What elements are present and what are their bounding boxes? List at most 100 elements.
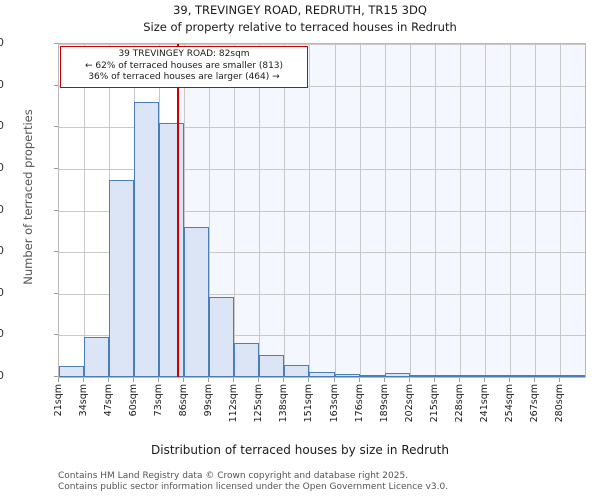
y-tick-label-150: 150: [0, 244, 4, 258]
y-tick-label-200: 200: [0, 202, 4, 216]
x-tick-mark-163sqm: [333, 378, 335, 382]
x-tick-mark-241sqm: [483, 378, 485, 382]
x-tick-label-21sqm: 21sqm: [53, 384, 64, 417]
x-tick-mark-202sqm: [408, 378, 410, 382]
bar-163sqm: [334, 373, 360, 377]
property-size-marker-line: [176, 44, 179, 377]
bar-112sqm: [234, 342, 260, 377]
y-tick-mark-150: [54, 251, 58, 253]
x-tick-mark-34sqm: [83, 378, 85, 382]
bar-176sqm: [359, 374, 385, 377]
y-tick-label-0: 0: [0, 369, 4, 382]
bar-34sqm: [84, 337, 110, 377]
y-tick-mark-50: [54, 334, 58, 336]
bar-241sqm: [484, 375, 510, 377]
bar-254sqm: [509, 375, 535, 377]
y-tick-mark-350: [54, 84, 58, 86]
x-tick-label-112sqm: 112sqm: [228, 384, 240, 423]
gridline-y-300: [59, 127, 585, 129]
footer-line-1: Contains HM Land Registry data © Crown c…: [58, 471, 409, 481]
y-tick-label-400: 400: [0, 36, 4, 49]
x-tick-mark-99sqm: [208, 378, 210, 382]
bar-99sqm: [209, 297, 235, 377]
gridline-x-241sqm: [484, 44, 486, 377]
x-tick-label-60sqm: 60sqm: [128, 384, 140, 417]
x-tick-label-202sqm: 202sqm: [403, 384, 415, 423]
gridline-y-150: [59, 252, 585, 254]
gridline-x-125sqm: [259, 44, 261, 377]
bar-151sqm: [309, 372, 335, 377]
bar-202sqm: [409, 375, 435, 377]
gridline-x-34sqm: [84, 44, 86, 377]
x-tick-mark-138sqm: [283, 378, 285, 382]
x-tick-mark-176sqm: [358, 378, 360, 382]
gridline-x-86sqm: [184, 44, 186, 377]
x-tick-label-241sqm: 241sqm: [478, 384, 490, 423]
x-tick-mark-267sqm: [533, 378, 535, 382]
x-tick-mark-47sqm: [108, 378, 110, 382]
page-title: 39, TREVINGEY ROAD, REDRUTH, TR15 3DQ: [173, 3, 427, 17]
x-tick-label-163sqm: 163sqm: [328, 384, 340, 423]
x-tick-label-125sqm: 125sqm: [253, 384, 265, 423]
y-tick-label-250: 250: [0, 160, 4, 174]
y-axis-label: Number of terraced properties: [21, 109, 35, 285]
plot-area: [58, 43, 586, 378]
bar-125sqm: [259, 354, 285, 377]
y-tick-mark-200: [54, 209, 58, 211]
x-tick-mark-254sqm: [508, 378, 510, 382]
x-tick-mark-280sqm: [558, 378, 560, 382]
bar-280sqm: [559, 375, 585, 377]
gridline-x-254sqm: [509, 44, 511, 377]
x-tick-label-189sqm: 189sqm: [378, 384, 390, 423]
x-tick-mark-112sqm: [233, 378, 235, 382]
attribution-footer: Contains HM Land Registry data © Crown c…: [58, 471, 598, 493]
gridline-x-189sqm: [384, 44, 386, 377]
x-tick-label-47sqm: 47sqm: [103, 384, 115, 417]
gridline-x-215sqm: [434, 44, 436, 377]
y-tick-mark-0: [54, 376, 58, 377]
annotation-line-3: 36% of terraced houses are larger (464) …: [88, 72, 280, 82]
y-tick-mark-400: [54, 43, 58, 44]
x-tick-label-215sqm: 215sqm: [428, 384, 440, 423]
gridline-y-200: [59, 210, 585, 212]
x-tick-label-86sqm: 86sqm: [178, 384, 190, 417]
x-tick-mark-21sqm: [58, 378, 59, 382]
x-tick-label-254sqm: 254sqm: [503, 384, 515, 423]
gridline-x-228sqm: [459, 44, 461, 377]
gridline-y-350: [59, 85, 585, 87]
gridline-x-176sqm: [359, 44, 361, 377]
gridline-y-50: [59, 335, 585, 337]
gridline-x-202sqm: [409, 44, 411, 377]
x-tick-label-151sqm: 151sqm: [303, 384, 315, 423]
y-tick-label-100: 100: [0, 285, 4, 299]
y-tick-label-350: 350: [0, 77, 4, 91]
gridline-x-151sqm: [309, 44, 311, 377]
y-tick-mark-100: [54, 292, 58, 294]
x-tick-mark-215sqm: [433, 378, 435, 382]
bar-21sqm: [59, 366, 85, 377]
gridline-x-280sqm: [559, 44, 561, 377]
y-tick-label-50: 50: [0, 327, 4, 341]
x-tick-label-280sqm: 280sqm: [553, 384, 565, 423]
bar-73sqm: [159, 123, 185, 377]
x-tick-label-228sqm: 228sqm: [453, 384, 465, 423]
gridline-x-138sqm: [284, 44, 286, 377]
footer-line-2: Contains public sector information licen…: [58, 482, 449, 492]
x-tick-label-267sqm: 267sqm: [528, 384, 540, 423]
bar-228sqm: [459, 375, 485, 377]
y-tick-label-300: 300: [0, 119, 4, 133]
gridline-x-267sqm: [534, 44, 536, 377]
gridline-x-112sqm: [234, 44, 236, 377]
x-tick-label-99sqm: 99sqm: [203, 384, 215, 417]
x-tick-label-34sqm: 34sqm: [78, 384, 90, 417]
x-tick-mark-60sqm: [133, 378, 135, 382]
x-tick-label-176sqm: 176sqm: [353, 384, 365, 423]
bar-138sqm: [284, 364, 310, 377]
page-subtitle: Size of property relative to terraced ho…: [143, 20, 457, 34]
bar-60sqm: [134, 102, 160, 377]
property-annotation-box: 39 TREVINGEY ROAD: 82sqm ← 62% of terrac…: [60, 46, 308, 88]
x-tick-label-73sqm: 73sqm: [153, 384, 165, 417]
x-tick-mark-125sqm: [258, 378, 260, 382]
y-tick-mark-250: [54, 167, 58, 169]
